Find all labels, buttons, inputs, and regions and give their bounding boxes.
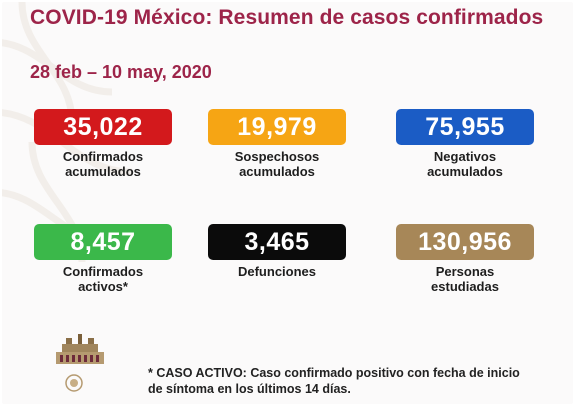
stat-label: Confirmados acumulados — [34, 149, 172, 179]
stat-negativos-acumulados: 75,955 Negativos acumulados — [396, 109, 534, 179]
stat-confirmados-acumulados: 35,022 Confirmados acumulados — [34, 109, 172, 179]
stat-value-box: 35,022 — [34, 109, 172, 145]
footnote-line: de síntoma en los últimos 14 días. — [148, 382, 351, 396]
footnote-line: * CASO ACTIVO: Caso confirmado positivo … — [148, 366, 520, 380]
stat-sospechosos-acumulados: 19,979 Sospechosos acumulados — [208, 109, 346, 179]
page-title: COVID-19 México: Resumen de casos confir… — [30, 6, 544, 29]
stat-label-line: activos* — [78, 279, 128, 294]
stat-personas-estudiadas: 130,956 Personas estudiadas — [396, 224, 534, 294]
stat-label-line: Personas — [435, 264, 495, 279]
stat-value-box: 130,956 — [396, 224, 534, 260]
seal-icon — [65, 374, 83, 392]
stat-label-line: Negativos — [433, 149, 497, 164]
active-case-footnote: * CASO ACTIVO: Caso confirmado positivo … — [148, 365, 558, 397]
government-building-logo-icon — [56, 334, 104, 364]
stat-confirmados-activos: 8,457 Confirmados activos* — [34, 224, 172, 294]
stat-label-line: acumulados — [239, 164, 315, 179]
stat-value-box: 19,979 — [208, 109, 346, 145]
stat-label: Negativos acumulados — [396, 149, 534, 179]
stat-label: Defunciones — [208, 264, 346, 279]
stat-label-line: Confirmados — [62, 149, 144, 164]
stat-label: Confirmados activos* — [34, 264, 172, 294]
stat-label: Sospechosos acumulados — [208, 149, 346, 179]
stat-label-line: Sospechosos — [234, 149, 320, 164]
stat-label-line: Confirmados — [62, 264, 144, 279]
stat-value-box: 75,955 — [396, 109, 534, 145]
date-range: 28 feb – 10 may, 2020 — [30, 62, 212, 82]
stat-value-box: 8,457 — [34, 224, 172, 260]
background-pattern — [2, 2, 133, 263]
stat-label-line: acumulados — [427, 164, 503, 179]
stat-label-line: acumulados — [65, 164, 141, 179]
stat-defunciones: 3,465 Defunciones — [208, 224, 346, 279]
stat-value-box: 3,465 — [208, 224, 346, 260]
stat-label-line: Defunciones — [237, 264, 316, 279]
stat-label: Personas estudiadas — [396, 264, 534, 294]
stat-label-line: estudiadas — [431, 279, 499, 294]
